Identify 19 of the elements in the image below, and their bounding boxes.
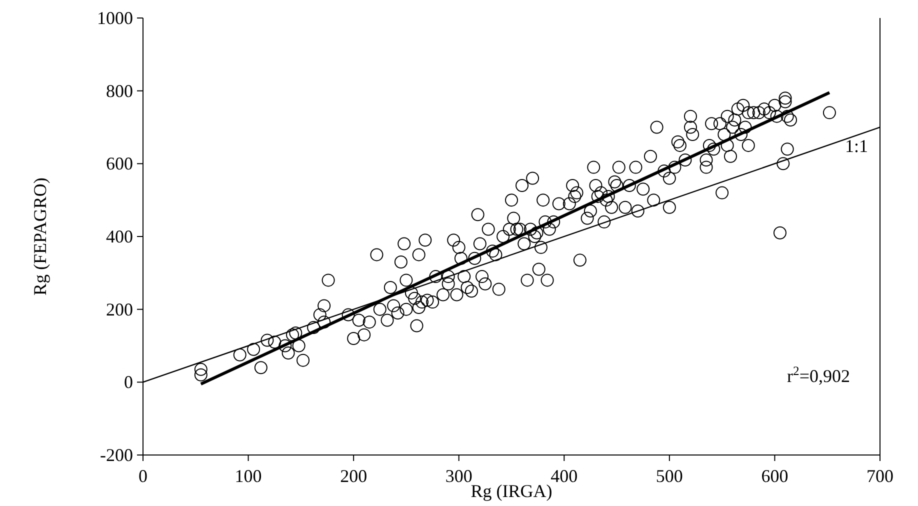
x-tick-label: 300 <box>445 466 472 486</box>
y-tick-label: -200 <box>100 445 133 465</box>
x-tick-label: 100 <box>234 466 262 486</box>
x-tick-label: 600 <box>761 466 788 486</box>
annotation: 1:1 <box>844 136 868 156</box>
x-tick-label: 200 <box>340 466 368 486</box>
y-tick-label: 0 <box>124 372 133 392</box>
x-tick-label: 0 <box>138 466 148 486</box>
x-axis-title: Rg (IRGA) <box>470 481 552 501</box>
x-tick-label: 500 <box>656 466 683 486</box>
y-axis-title: Rg (FEPAGRO) <box>30 178 50 296</box>
annotation: r$^{2}$=0,902 <box>787 364 850 386</box>
x-tick-label: 400 <box>550 466 578 486</box>
y-tick-label: 400 <box>106 226 133 246</box>
x-tick-label: 700 <box>866 466 894 486</box>
y-tick-label: 600 <box>106 154 133 174</box>
y-tick-label: 200 <box>106 299 133 320</box>
y-tick-label: 800 <box>106 80 133 101</box>
y-tick-label: 1000 <box>97 8 133 28</box>
